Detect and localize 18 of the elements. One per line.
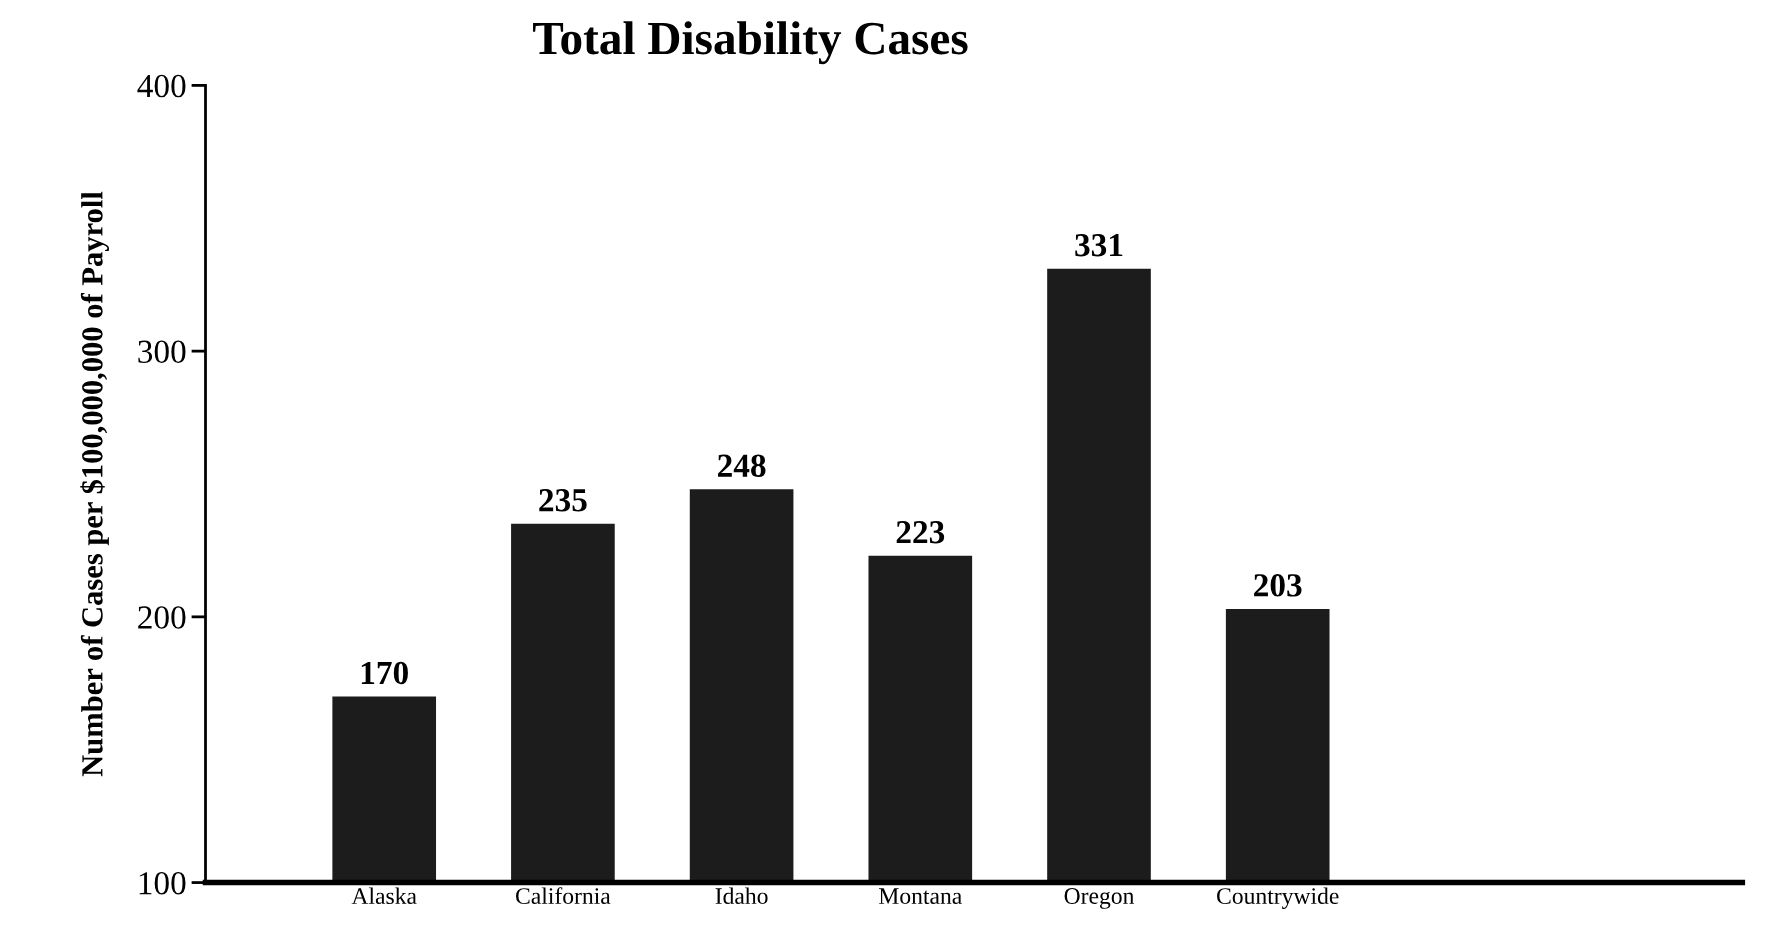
x-tick-label: Montana (879, 888, 962, 905)
y-tick-label: 200 (138, 606, 186, 629)
x-tick-label: Idaho (715, 887, 768, 905)
y-tick-label: 100 (139, 871, 186, 895)
y-tick-label: 300 (138, 340, 186, 364)
data-label: 223 (896, 521, 945, 544)
y-axis-title: Number of Cases per $100,000,000 of Payroll (80, 191, 109, 777)
x-tick-label: Countrywide (1217, 887, 1339, 909)
chart-title: Total Disability Cases (533, 21, 968, 65)
data-label: 235 (539, 489, 587, 512)
data-label: 170 (361, 661, 408, 685)
data-label: 203 (1254, 574, 1302, 597)
x-tick-label: Alaska (351, 887, 417, 905)
y-tick-label: 400 (137, 74, 186, 98)
x-tick-label: California (516, 887, 611, 905)
data-label: 248 (718, 454, 766, 477)
data-label: 331 (1075, 234, 1123, 257)
x-tick-label: Oregon (1064, 888, 1135, 909)
